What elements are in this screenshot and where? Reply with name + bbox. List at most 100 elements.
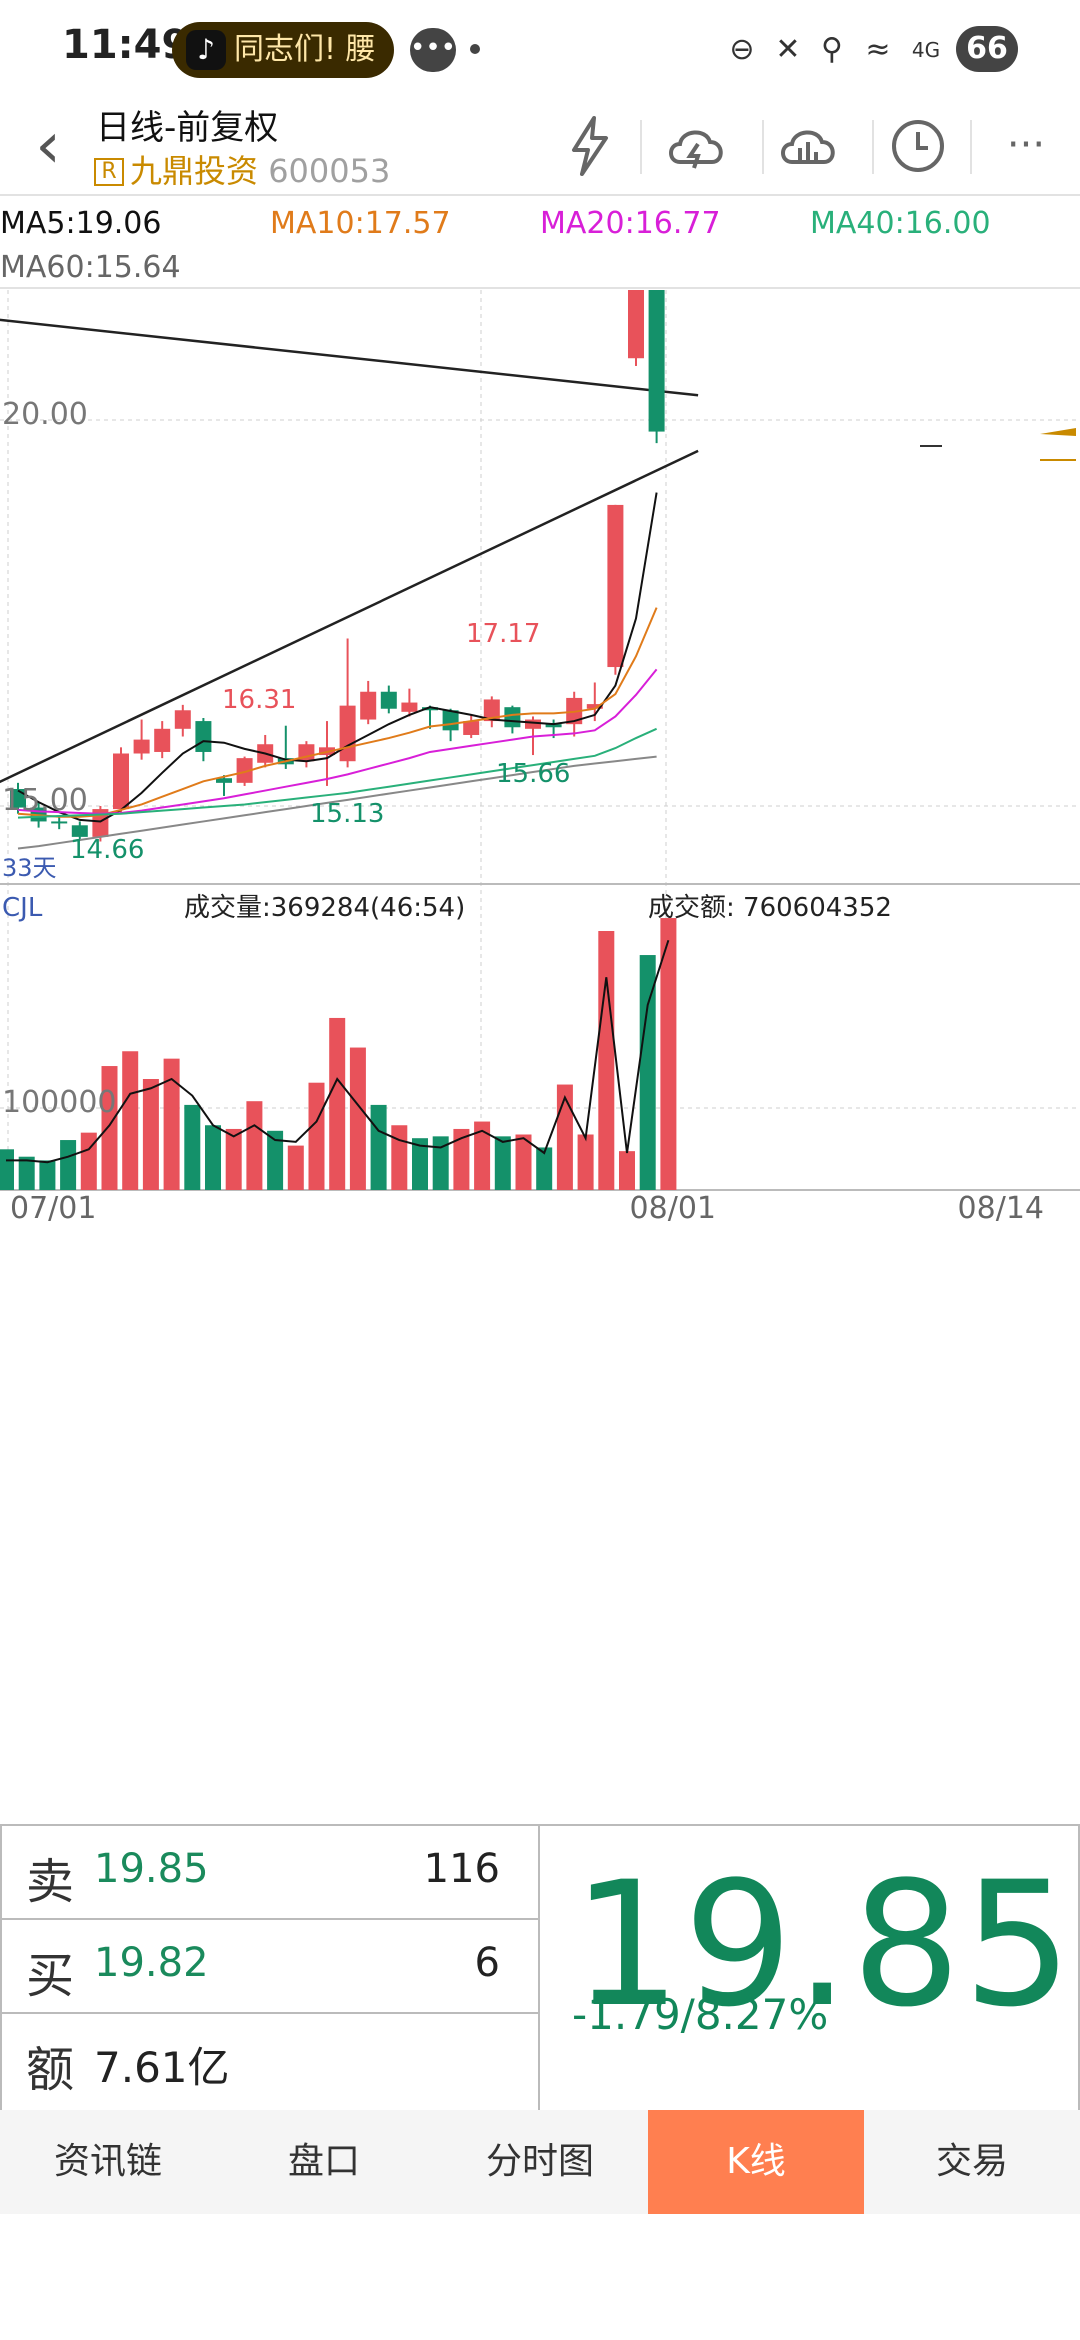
volume-bar — [0, 1149, 14, 1190]
volume-bar — [287, 1145, 304, 1190]
volume-bar — [18, 1156, 35, 1190]
volume-bar — [349, 1047, 366, 1190]
sell-price: 19.85 — [94, 1846, 209, 1892]
trendline-1 — [0, 318, 699, 397]
tab-trade[interactable]: 交易 — [935, 2141, 1008, 2182]
volume-bar — [412, 1138, 428, 1190]
volume-bar — [536, 1147, 553, 1190]
ma-lines-layer — [17, 492, 658, 850]
trendline-2 — [0, 449, 699, 784]
trendlines-layer — [0, 318, 699, 784]
volume-text: 成交量:369284(46:54) — [184, 893, 465, 923]
amount-value: 7.61亿 — [94, 2043, 230, 2092]
price-arrow — [1040, 428, 1076, 436]
annotation-low2: 15.13 — [310, 799, 384, 829]
buy-label: 买 — [26, 1948, 75, 2004]
stock-name: 九鼎投资 — [130, 152, 259, 190]
status-time: 11:49 — [62, 22, 190, 68]
tab-news[interactable]: 资讯链 — [53, 2141, 162, 2182]
volume-bar — [39, 1160, 56, 1190]
candle-body — [339, 705, 356, 762]
candle-body — [422, 707, 438, 711]
candle-body — [442, 710, 459, 731]
chart-mode-title: 日线-前复权 — [96, 108, 279, 148]
volume-bar — [101, 1066, 118, 1190]
axis-label-20: 20.00 — [2, 397, 88, 432]
volume-bar — [308, 1082, 325, 1190]
candle-body — [380, 691, 397, 709]
candle-body — [525, 719, 541, 729]
stock-code: 600053 — [268, 152, 391, 190]
volume-bar — [329, 1017, 346, 1190]
candle-body — [648, 290, 665, 432]
volume-bar — [142, 1079, 159, 1190]
tab-kline[interactable]: K线 — [648, 2110, 864, 2214]
candle-body — [236, 758, 253, 783]
ma20-legend: MA20:16.77 — [540, 206, 721, 241]
cloud-lightning-icon[interactable] — [654, 100, 738, 194]
header-separator — [640, 120, 642, 174]
candle-body — [401, 702, 418, 712]
header-separator — [872, 120, 874, 174]
buy-quantity: 6 — [474, 1940, 500, 1986]
volume-bar — [122, 1051, 139, 1190]
candle-body — [483, 699, 500, 722]
candle-body — [504, 707, 521, 728]
volume-bar — [184, 1104, 201, 1190]
chat-bubble-icon: ••• — [410, 28, 456, 72]
kline-chart[interactable]: 20.0015.0022.5514.6615.1315.6616.3117.17… — [0, 290, 1080, 1830]
x-label-mid: 08/01 — [630, 1191, 716, 1226]
amount-text: 成交额: 760604352 — [648, 893, 892, 923]
more-icon[interactable]: ··· — [1006, 122, 1046, 168]
annotation-low3: 15.66 — [496, 759, 570, 789]
volume-bar — [246, 1101, 263, 1190]
tab-orderbook[interactable]: 盘口 — [287, 2141, 360, 2182]
buy-price: 19.82 — [94, 1940, 209, 1986]
legend-divider — [0, 287, 1080, 289]
ma5-legend: MA5:19.06 — [0, 206, 162, 241]
battery-indicator: 66 — [956, 26, 1018, 72]
annotation-peak1: 16.31 — [222, 685, 296, 715]
annotation-peak2: 17.17 — [466, 619, 540, 649]
volume-bar — [432, 1136, 449, 1190]
volume-bar — [225, 1128, 242, 1190]
x-label-end: 08/14 — [958, 1191, 1044, 1226]
volume-layer — [0, 918, 677, 1190]
orderbook-divider — [0, 1918, 540, 1920]
volume-bar — [205, 1125, 221, 1190]
candle-body — [71, 825, 88, 837]
back-arrow-icon[interactable]: ‹ — [35, 109, 61, 183]
tiktok-icon: ♪ — [186, 30, 226, 70]
volume-bar — [577, 1134, 594, 1190]
header-separator — [970, 120, 972, 174]
registered-badge-icon: R — [94, 158, 124, 186]
volume-bar — [474, 1121, 491, 1190]
ma60-legend: MA60:15.64 — [0, 250, 181, 285]
volume-bar — [494, 1136, 511, 1190]
clock-icon[interactable] — [876, 100, 960, 194]
candle-body — [174, 710, 191, 729]
sell-label: 卖 — [26, 1854, 75, 1910]
volume-bar — [619, 1151, 635, 1190]
ma40-legend: MA40:16.00 — [810, 206, 991, 241]
location-icon: ⚲ — [821, 32, 843, 67]
volume-bar — [660, 918, 677, 1190]
candle-body — [154, 728, 171, 752]
volume-bar — [598, 931, 615, 1190]
sell-quantity: 116 — [423, 1846, 500, 1892]
tab-intraday[interactable]: 分时图 — [485, 2141, 594, 2182]
volume-bar — [515, 1134, 532, 1190]
cloud-chart-icon[interactable] — [766, 100, 850, 194]
candle-body — [195, 721, 212, 752]
app-header: ‹ 日线-前复权 R 九鼎投资 600053 ··· — [0, 100, 1080, 196]
volume-axis-label: 100000 — [2, 1085, 117, 1120]
header-separator — [762, 120, 764, 174]
dot-icon — [470, 44, 480, 54]
volume-bar — [80, 1132, 97, 1190]
lightning-icon[interactable] — [548, 100, 632, 194]
candle-body — [360, 691, 377, 720]
ma10-line — [17, 607, 658, 818]
wifi-icon: ≈ — [865, 32, 891, 67]
volume-bar — [60, 1140, 77, 1190]
volume-label: CJL — [2, 893, 43, 923]
